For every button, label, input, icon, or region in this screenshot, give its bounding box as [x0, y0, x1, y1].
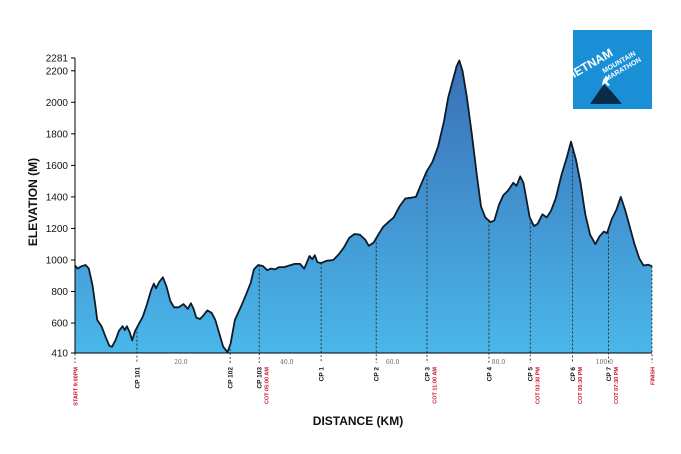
checkpoint-name: CP 2: [374, 367, 381, 382]
y-tick-label: 2200: [46, 66, 69, 77]
x-axis-title: DISTANCE (KM): [313, 414, 403, 428]
checkpoint-name: CP 3: [425, 367, 432, 382]
checkpoint-name: CP 101: [134, 367, 141, 389]
checkpoint-cutoff: COT 07:30 PM: [614, 367, 620, 404]
y-tick-label: 1600: [46, 161, 69, 172]
race-logo: VIETNAM MOUNTAIN MARATHON: [562, 30, 652, 109]
logo-mountain-icon: [590, 84, 622, 104]
x-tick-label: 20.0: [174, 359, 188, 366]
checkpoint-name: CP 4: [486, 367, 493, 382]
checkpoint-cutoff: COT 11:00 AM: [433, 367, 439, 404]
x-tick-label: 60.0: [386, 359, 400, 366]
elevation-line: [74, 59, 653, 354]
x-tick-label: 40.0: [280, 359, 294, 366]
x-tick-label: 100.0: [596, 359, 613, 366]
y-tick-label: 1000: [46, 255, 69, 266]
checkpoint-name: CP 103: [257, 367, 264, 389]
y-tick-label: 410: [51, 349, 68, 360]
y-tick-label: 600: [51, 319, 68, 330]
x-axis-ticks: 20.0 40.0 60.0 80.0 100.0: [174, 359, 613, 366]
checkpoint-name: CP 102: [228, 367, 235, 389]
checkpoint-labels: START 9:00PM CP 101 CP 102 CP 103 COT 05:00 …: [74, 367, 657, 406]
checkpoint-cutoff: COT 05:00 AM: [265, 367, 271, 405]
elevation-area: [75, 60, 652, 353]
y-tick-label: 800: [51, 287, 68, 298]
axes: [74, 58, 652, 354]
checkpoint-name: CP 5: [528, 367, 535, 382]
y-tick-label: 2000: [46, 98, 69, 109]
y-axis-title: ELEVATION (M): [26, 158, 40, 246]
checkpoint-name: CP 6: [570, 367, 577, 382]
y-tick-label: 1200: [46, 224, 69, 235]
y-tick-label: 1800: [46, 129, 69, 140]
checkpoint-name: CP 7: [606, 367, 613, 382]
elevation-profile: [74, 59, 653, 354]
checkpoint-cutoff: START 9:00PM: [74, 367, 80, 406]
y-axis-ticks: 410 600 800 1000 1200 1400 1600 1800 2000 2200228…: [46, 54, 75, 360]
y-tick-label: 1400: [46, 192, 69, 203]
checkpoint-cutoff: FINISH: [651, 367, 657, 385]
logo-runner-icon: [602, 76, 610, 86]
checkpoint-cutoff: COT 03:30 PM: [536, 367, 542, 404]
checkpoint-name: CP 1: [319, 367, 326, 382]
checkpoint-cutoff: COT 05:30 PM: [578, 367, 584, 404]
y-tick-label: 2281: [46, 54, 69, 65]
x-tick-label: 80.0: [492, 359, 506, 366]
